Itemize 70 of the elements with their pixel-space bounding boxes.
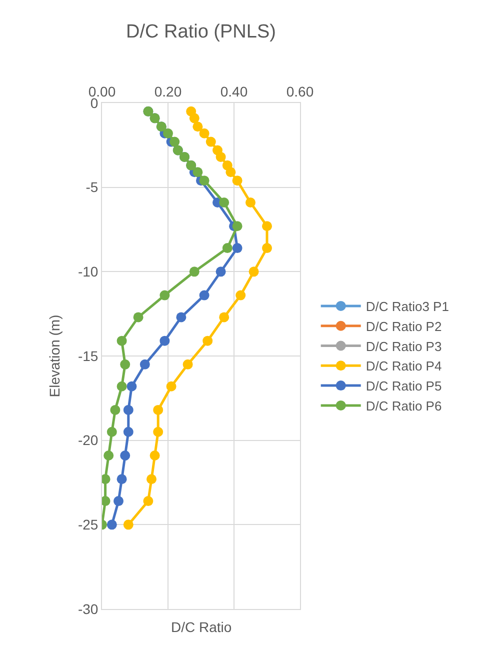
point xyxy=(133,312,144,322)
chart-title: D/C Ratio (PNLS) xyxy=(126,21,276,42)
point xyxy=(170,136,180,147)
point xyxy=(202,336,213,346)
y-tick-label: -25 xyxy=(78,516,98,533)
point xyxy=(126,381,137,392)
point xyxy=(262,221,272,232)
legend-label: D/C Ratio P4 xyxy=(366,358,442,374)
point xyxy=(199,128,210,138)
point xyxy=(199,176,210,186)
point xyxy=(199,290,210,300)
point xyxy=(106,520,117,530)
point xyxy=(222,243,232,254)
legend-label: D/C Ratio P5 xyxy=(366,378,442,394)
legend-label: D/C Ratio P3 xyxy=(366,338,442,354)
point xyxy=(123,404,134,415)
y-tick-label: -5 xyxy=(86,179,98,196)
point xyxy=(206,136,216,147)
point xyxy=(232,221,242,232)
point xyxy=(153,404,164,415)
x-tick-label: 0.60 xyxy=(286,83,314,100)
point xyxy=(110,404,120,415)
point xyxy=(232,176,242,186)
point xyxy=(219,312,230,322)
point xyxy=(192,122,203,132)
point xyxy=(120,359,130,370)
point xyxy=(236,290,246,300)
point xyxy=(232,243,242,254)
x-tick-label: 0.20 xyxy=(154,83,182,100)
y-axis-title: Elevation (m) xyxy=(46,314,63,398)
point xyxy=(116,336,127,346)
y-tick-label: -20 xyxy=(78,432,98,448)
point xyxy=(216,152,226,162)
point xyxy=(153,426,164,437)
point xyxy=(116,474,127,484)
legend-label: D/C Ratio P2 xyxy=(366,318,442,334)
x-axis-title: D/C Ratio xyxy=(171,619,232,635)
point xyxy=(176,312,186,322)
point xyxy=(166,381,176,392)
point xyxy=(160,336,170,346)
y-tick-label: -15 xyxy=(78,348,98,364)
y-tick-label: -10 xyxy=(78,264,98,280)
point xyxy=(120,450,130,461)
point xyxy=(146,474,156,484)
point xyxy=(248,266,259,277)
point xyxy=(160,290,170,300)
point xyxy=(246,198,256,208)
point xyxy=(104,450,114,461)
point xyxy=(163,128,173,138)
point xyxy=(150,450,160,461)
x-tick-label: 0.40 xyxy=(220,83,248,100)
point xyxy=(123,520,134,530)
point xyxy=(116,381,127,392)
point xyxy=(192,167,203,178)
point xyxy=(216,266,226,277)
point xyxy=(219,198,230,208)
point xyxy=(226,167,236,178)
x-tick-label: 0.00 xyxy=(88,83,116,100)
point xyxy=(114,496,124,506)
point xyxy=(182,359,193,370)
point xyxy=(106,426,117,437)
point xyxy=(123,426,134,437)
y-tick-label: -30 xyxy=(78,600,98,617)
point xyxy=(189,266,200,277)
point xyxy=(189,113,200,124)
point xyxy=(140,359,150,370)
legend-label: D/C Ratio P6 xyxy=(366,398,442,414)
legend-label: D/C Ratio3 P1 xyxy=(366,299,449,314)
point xyxy=(262,243,272,254)
point xyxy=(143,496,154,506)
